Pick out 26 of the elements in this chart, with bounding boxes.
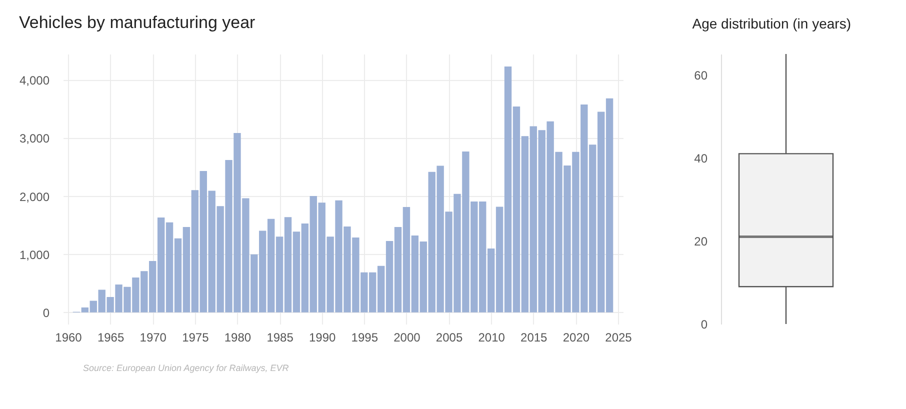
x-tick-label: 1985: [266, 330, 294, 344]
x-tick-label: 2005: [436, 330, 463, 344]
x-tick-label: 1990: [308, 330, 336, 344]
x-tick-label: 1970: [140, 330, 167, 344]
y-tick-label: 40: [694, 151, 708, 166]
x-tick-label: 2010: [478, 330, 506, 344]
x-tick-label: 1980: [224, 330, 252, 344]
chart-title: Age distribution (in years): [692, 15, 851, 32]
chart-title: Vehicles by manufacturing year: [18, 13, 256, 32]
x-tick-label: 2020: [562, 330, 590, 344]
x-tick-label: 2000: [394, 330, 421, 344]
y-tick-label: 3,000: [19, 132, 50, 146]
x-tick-label: 1960: [55, 330, 82, 344]
y-tick-label: 20: [694, 234, 708, 248]
y-tick-label: 1,000: [19, 248, 50, 262]
source-note: Source: European Union Agency for Railways, EVR: [83, 363, 290, 373]
x-tick-label: 2025: [605, 330, 632, 344]
x-tick-label: 2015: [520, 330, 548, 344]
x-tick-label: 1975: [182, 330, 210, 344]
y-tick-label: 2,000: [19, 190, 50, 204]
y-tick-label: 60: [694, 68, 708, 82]
x-tick-label: 1965: [97, 330, 124, 344]
y-tick-label: 0: [700, 318, 708, 332]
y-tick-label: 0: [42, 306, 50, 320]
y-tick-label: 4,000: [19, 74, 50, 88]
x-tick-label: 1995: [351, 330, 378, 344]
